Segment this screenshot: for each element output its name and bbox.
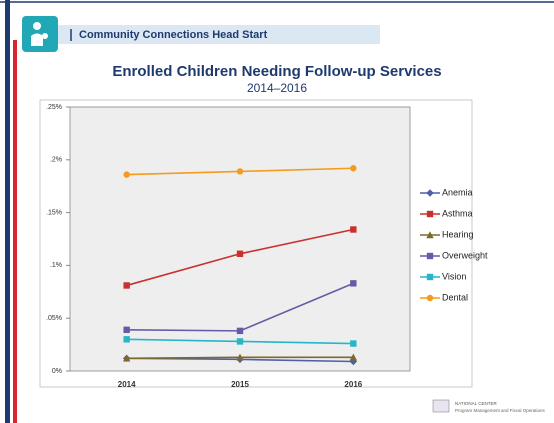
data-point — [236, 250, 244, 257]
data-point — [236, 168, 244, 175]
legend-marker — [426, 252, 434, 260]
legend-label: Anemia — [442, 187, 473, 197]
data-point — [123, 336, 130, 343]
logo-figure — [31, 33, 43, 46]
footer-icon — [432, 399, 450, 413]
y-tick-label: .25% — [46, 104, 62, 111]
legend-marker — [426, 273, 434, 281]
data-point — [350, 340, 357, 347]
legend-marker — [426, 231, 434, 239]
logo-icon — [22, 16, 58, 52]
chart-frame — [39, 99, 473, 388]
x-tick-label: 2014 — [118, 380, 136, 389]
data-point — [349, 353, 358, 361]
legend-label: Vision — [442, 271, 466, 281]
x-tick-label: 2016 — [344, 380, 362, 389]
data-point — [350, 165, 357, 172]
data-point — [350, 280, 357, 287]
data-point — [236, 327, 244, 335]
logo-figure — [42, 33, 48, 39]
footer-org: NATIONAL CENTER — [455, 401, 498, 406]
legend-label: Asthma — [442, 208, 473, 218]
y-tick-label: .05% — [46, 315, 62, 322]
legend-marker — [426, 210, 434, 218]
data-point — [122, 354, 131, 362]
data-point — [123, 326, 130, 334]
data-point — [123, 171, 130, 178]
x-tick-label: 2015 — [231, 380, 249, 389]
header-band — [58, 25, 380, 44]
red-stripe — [13, 40, 17, 423]
legend-label: Hearing — [442, 229, 474, 239]
data-point — [236, 353, 244, 361]
y-tick-label: 0% — [52, 368, 62, 375]
legend-label: Overweight — [442, 250, 488, 260]
y-tick-label: .2% — [50, 157, 62, 164]
legend-marker — [426, 189, 434, 197]
y-tick-label: .15% — [46, 209, 62, 216]
data-point — [123, 282, 130, 289]
chart-title: Enrolled Children Needing Follow-up Serv… — [112, 63, 441, 80]
legend-marker — [426, 294, 434, 302]
chart-subtitle: 2014–2016 — [247, 81, 307, 95]
y-tick-label: .1% — [50, 262, 62, 269]
footer-program: Program Management and Fiscal Operations — [455, 408, 546, 413]
footer-logo: NATIONAL CENTER Program Management and F… — [432, 399, 546, 413]
legend-label: Dental — [442, 292, 468, 302]
header-title: Community Connections Head Start — [79, 29, 268, 41]
left-stripe — [5, 0, 10, 423]
data-point — [350, 226, 357, 233]
logo-figure — [33, 22, 41, 30]
chart: 0% .05% .1% .15% .2% .25% 2014 2015 2016 Anemia As… — [46, 104, 488, 389]
data-point — [236, 338, 244, 345]
